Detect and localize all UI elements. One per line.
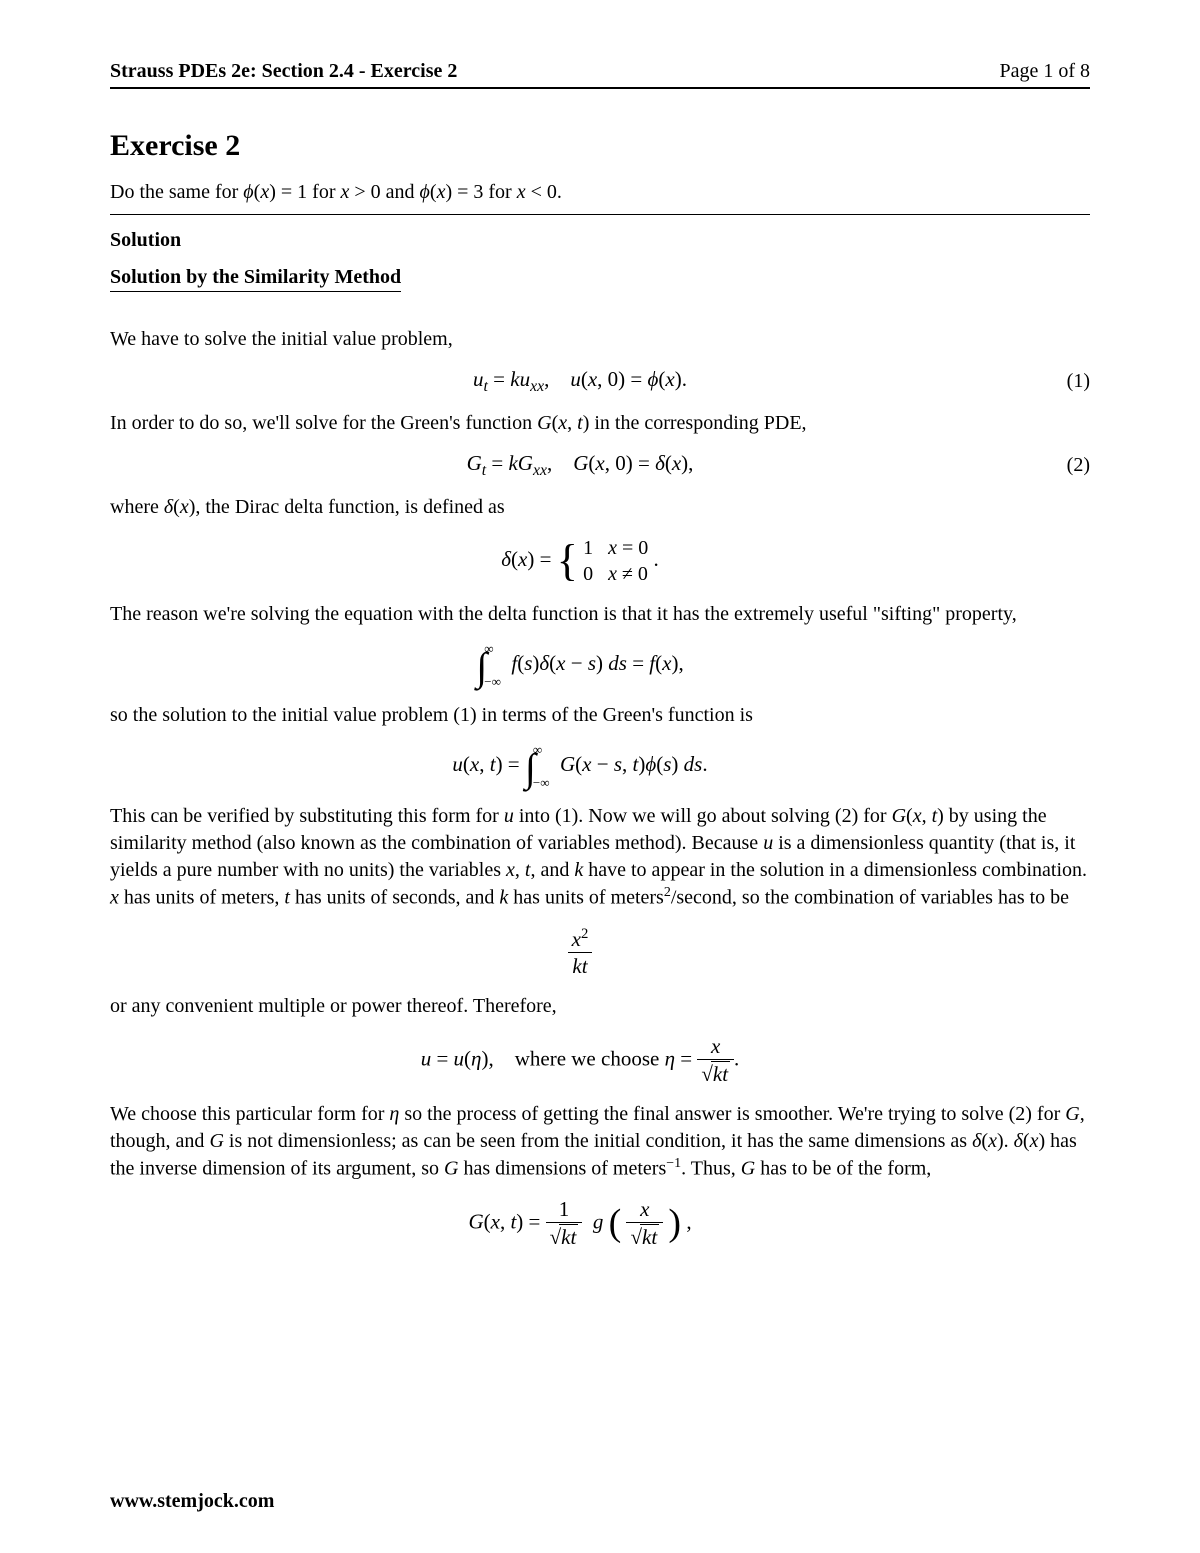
equation-sifting: ∫∞−∞ f(s)δ(x − s) ds = f(x), (110, 642, 1090, 688)
paragraph-5: so the solution to the initial value pro… (110, 702, 1090, 729)
problem-statement: Do the same for ϕ(x) = 1 for x > 0 and ϕ… (110, 181, 1090, 204)
paragraph-6: This can be verified by substituting thi… (110, 803, 1090, 912)
page-header: Strauss PDEs 2e: Section 2.4 - Exercise … (110, 60, 1090, 89)
paragraph-7: or any convenient multiple or power ther… (110, 993, 1090, 1020)
paragraph-8: We choose this particular form for η so … (110, 1101, 1090, 1183)
footer-url: www.stemjock.com (110, 1490, 274, 1513)
equation-u-integral: u(x, t) = ∫∞−∞ G(x − s, t)ϕ(s) ds. (110, 743, 1090, 789)
separator-rule (110, 214, 1090, 215)
paragraph-2: In order to do so, we'll solve for the G… (110, 410, 1090, 437)
equation-1-number: (1) (1050, 370, 1090, 393)
equation-u-eta: u = u(η), where we choose η = xkt. (110, 1034, 1090, 1087)
equation-x2kt: x2kt (110, 926, 1090, 979)
paragraph-4: The reason we're solving the equation wi… (110, 601, 1090, 628)
equation-G-form: G(x, t) = 1kt g ( xkt ) , (110, 1197, 1090, 1250)
method-label: Solution by the Similarity Method (110, 266, 401, 292)
equation-1: ut = kuxx, u(x, 0) = ϕ(x). (1) (110, 367, 1090, 396)
paragraph-3: where δ(x), the Dirac delta function, is… (110, 494, 1090, 521)
equation-2-number: (2) (1050, 454, 1090, 477)
paragraph-1: We have to solve the initial value probl… (110, 326, 1090, 353)
equation-delta-def: δ(x) = { 1 x = 0 0 x ≠ 0 . (110, 535, 1090, 587)
header-left: Strauss PDEs 2e: Section 2.4 - Exercise … (110, 60, 457, 83)
exercise-title: Exercise 2 (110, 129, 1090, 163)
solution-label: Solution (110, 229, 1090, 252)
page: Strauss PDEs 2e: Section 2.4 - Exercise … (0, 0, 1200, 1553)
equation-2: Gt = kGxx, G(x, 0) = δ(x), (2) (110, 451, 1090, 480)
header-right: Page 1 of 8 (999, 60, 1090, 83)
